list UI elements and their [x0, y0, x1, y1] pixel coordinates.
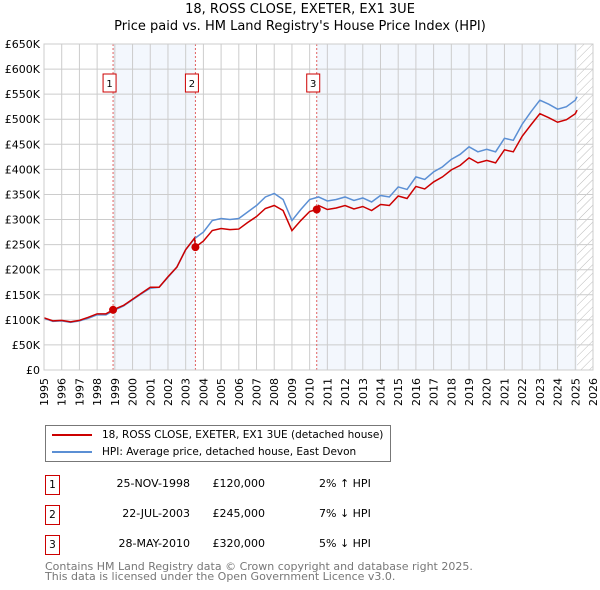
y-tick-label: £450K	[5, 138, 41, 151]
sale-date: 22-JUL-2003	[122, 507, 190, 520]
sale-price: £120,000	[212, 477, 266, 490]
x-tick-label: 2000	[127, 378, 140, 406]
x-tick-label: 2024	[552, 378, 565, 406]
sale-badge: 2	[45, 505, 60, 525]
x-tick-label: 1999	[109, 378, 122, 406]
sale-point	[191, 243, 200, 252]
x-tick-label: 2025	[569, 378, 582, 406]
legend: 18, ROSS CLOSE, EXETER, EX1 3UE (detache…	[45, 425, 391, 462]
footer-licence: This data is licensed under the Open Gov…	[45, 570, 396, 583]
x-tick-label: 2008	[268, 378, 281, 406]
y-tick-label: £300K	[5, 214, 41, 227]
x-tick-label: 2023	[534, 378, 547, 406]
x-tick-label: 2015	[392, 378, 405, 406]
legend-label: 18, ROSS CLOSE, EXETER, EX1 3UE (detache…	[102, 429, 384, 441]
sale-price: £320,000	[212, 537, 266, 550]
footer-copyright: Contains HM Land Registry data © Crown c…	[45, 560, 473, 573]
x-tick-label: 2006	[233, 378, 246, 406]
x-tick-label: 2014	[374, 378, 387, 406]
y-tick-label: £100K	[5, 314, 41, 327]
sale-badge: 1	[45, 475, 60, 495]
sale-hpi-diff: 2% ↑ HPI	[319, 477, 371, 490]
legend-label: HPI: Average price, detached house, East…	[102, 446, 357, 458]
chart-subtitle: Price paid vs. HM Land Registry's House …	[114, 19, 486, 34]
plot-area: 1995 1996 1997 1998 1999 2000 2001 2002 2003 2004…	[5, 38, 600, 406]
y-tick-label: £550K	[5, 88, 41, 101]
x-tick-label: 2013	[357, 378, 370, 406]
x-tick-label: 1996	[56, 378, 69, 406]
sale-row: 3 28-MAY-2010 £320,000 5% ↓ HPI	[45, 535, 465, 555]
sale-row: 1 25-NOV-1998 £120,000 2% ↑ HPI	[45, 475, 465, 495]
x-tick-label: 2017	[428, 378, 441, 406]
x-tick-label: 1997	[73, 378, 86, 406]
sale-point	[109, 305, 118, 314]
y-tick-label: £200K	[5, 264, 41, 277]
y-tick-label: £650K	[5, 38, 41, 51]
y-tick-label: £250K	[5, 239, 41, 252]
legend-swatch-red	[52, 434, 92, 436]
x-tick-label: 1998	[91, 378, 104, 406]
x-tick-label: 2018	[445, 378, 458, 406]
x-tick-label: 2020	[481, 378, 494, 406]
y-tick-label: £400K	[5, 163, 41, 176]
chart-title: 18, ROSS CLOSE, EXETER, EX1 3UE	[185, 2, 415, 17]
sale-marker-label: 1	[106, 79, 112, 90]
x-tick-label: 2022	[516, 378, 529, 406]
x-tick-label: 1995	[38, 378, 51, 406]
sale-date: 28-MAY-2010	[118, 537, 190, 550]
y-tick-label: £350K	[5, 188, 41, 201]
sale-hpi-diff: 7% ↓ HPI	[319, 507, 371, 520]
legend-swatch-blue	[52, 451, 92, 453]
sale-row: 2 22-JUL-2003 £245,000 7% ↓ HPI	[45, 505, 465, 525]
x-tick-label: 2005	[215, 378, 228, 406]
x-tick-label: 2007	[251, 378, 264, 406]
x-tick-label: 2011	[321, 378, 334, 406]
x-tick-label: 2019	[463, 378, 476, 406]
legend-item-property: 18, ROSS CLOSE, EXETER, EX1 3UE (detache…	[52, 429, 383, 441]
x-tick-label: 2021	[498, 378, 511, 406]
shaded-period	[316, 44, 578, 370]
x-tick-label: 2010	[304, 378, 317, 406]
sale-marker-label: 3	[310, 79, 316, 90]
y-tick-label: £150K	[5, 289, 41, 302]
y-tick-label: £50K	[12, 339, 41, 352]
legend-item-hpi: HPI: Average price, detached house, East…	[52, 446, 356, 458]
sale-point	[312, 205, 321, 214]
y-tick-label: £0	[26, 364, 40, 377]
y-tick-label: £600K	[5, 63, 41, 76]
x-tick-label: 2016	[410, 378, 423, 406]
sale-price: £245,000	[212, 507, 266, 520]
sale-hpi-diff: 5% ↓ HPI	[319, 537, 371, 550]
sale-marker-label: 2	[189, 79, 195, 90]
forecast-hatch	[577, 44, 593, 370]
sale-date: 25-NOV-1998	[116, 477, 190, 490]
x-tick-label: 2001	[144, 378, 157, 406]
sale-marker-box	[102, 73, 117, 93]
x-tick-label: 2004	[197, 378, 210, 406]
plot-border	[43, 43, 594, 371]
x-tick-label: 2012	[339, 378, 352, 406]
y-tick-label: £500K	[5, 113, 41, 126]
shaded-period	[113, 44, 196, 370]
x-tick-label: 2026	[587, 378, 600, 406]
sale-badge: 3	[45, 535, 60, 555]
x-tick-label: 2009	[286, 378, 299, 406]
x-tick-label: 2002	[162, 378, 175, 406]
sale-marker-box	[184, 73, 199, 93]
x-tick-label: 2003	[180, 378, 193, 406]
sale-marker-box	[306, 73, 321, 93]
